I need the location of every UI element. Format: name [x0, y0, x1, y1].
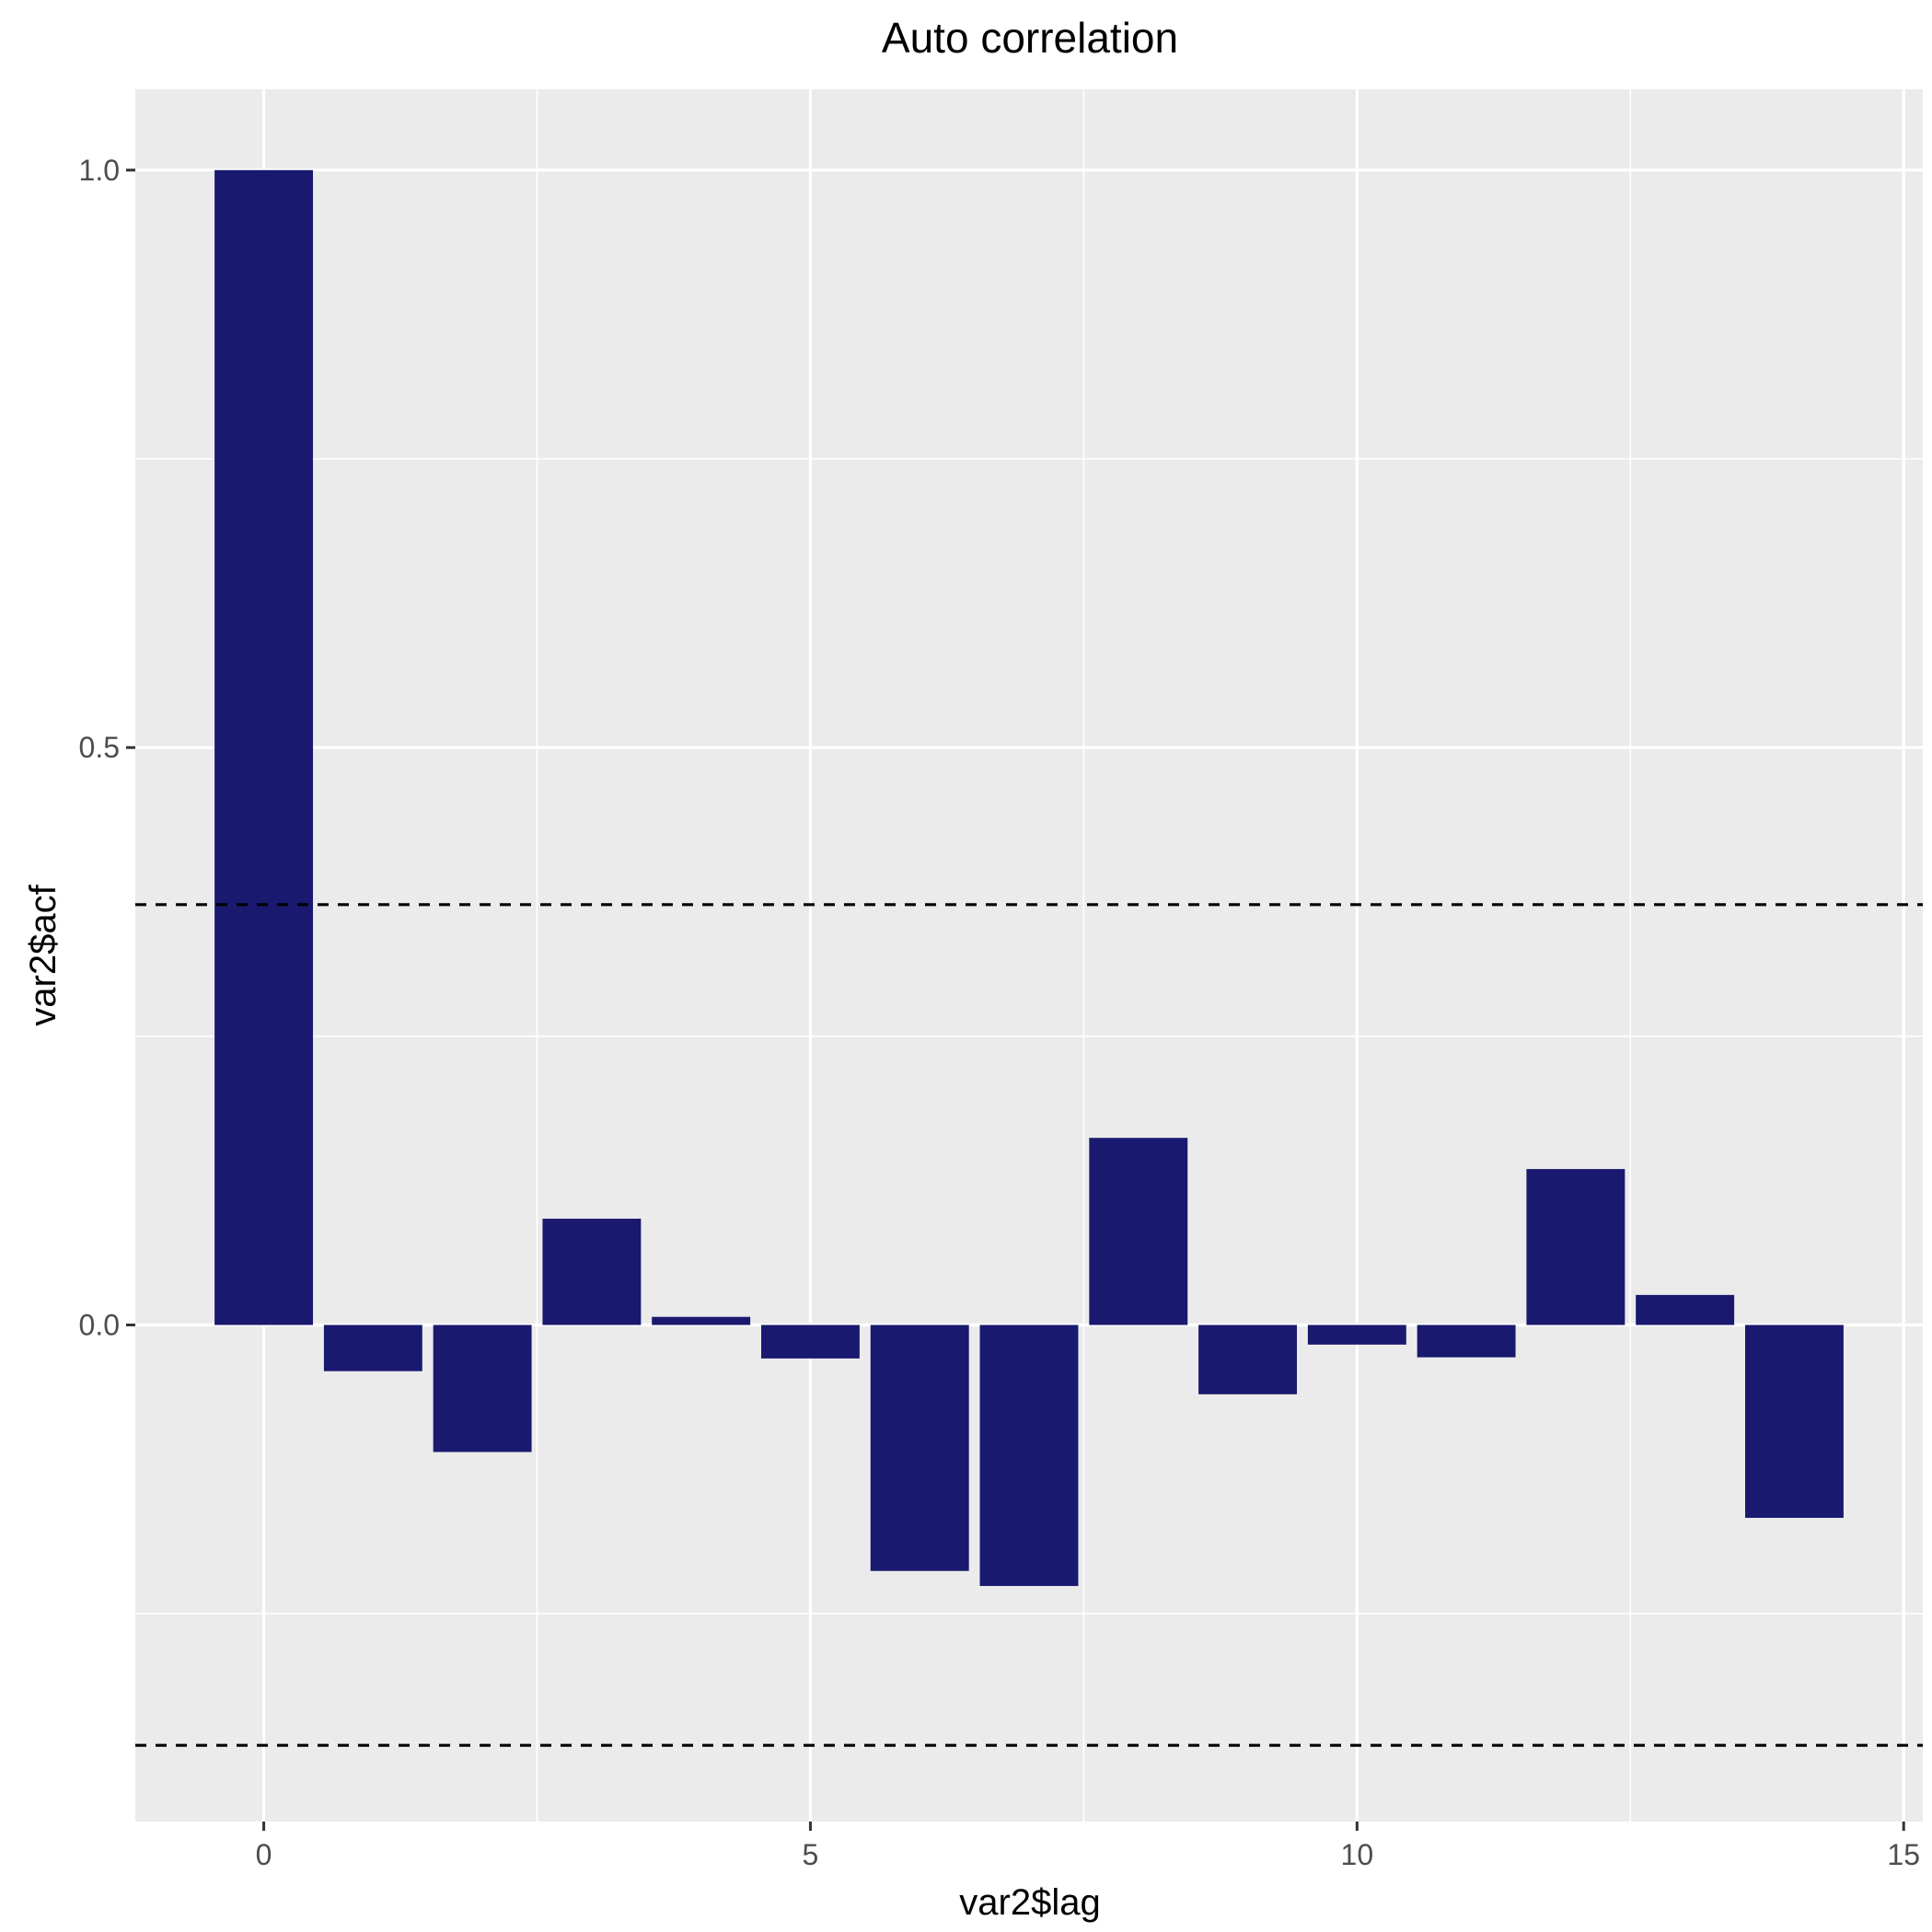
y-axis: 0.0 0.5 1.0: [79, 154, 135, 1341]
bar-lag-12: [1526, 1169, 1625, 1325]
x-tick-label: 15: [1887, 1838, 1920, 1871]
bar-lag-1: [323, 1325, 422, 1371]
bar-lag-14: [1744, 1325, 1844, 1519]
bars: [214, 169, 1844, 1587]
bar-lag-4: [652, 1316, 751, 1325]
y-tick-label: 1.0: [79, 154, 120, 187]
bar-lag-9: [1198, 1325, 1298, 1394]
bar-lag-7: [979, 1325, 1079, 1587]
y-tick-label: 0.5: [79, 731, 120, 764]
x-tick-label: 5: [803, 1838, 819, 1871]
bar-lag-3: [542, 1219, 642, 1325]
x-tick-label: 10: [1341, 1838, 1374, 1871]
bar-lag-0: [214, 169, 314, 1325]
chart-title: Auto correlation: [882, 14, 1178, 62]
bar-lag-11: [1417, 1325, 1516, 1358]
y-axis-title: var2$acf: [23, 884, 64, 1025]
bar-lag-8: [1089, 1138, 1188, 1325]
minor-gridlines: [135, 89, 1923, 1822]
bar-lag-5: [760, 1325, 860, 1359]
x-axis: 0 5 10 15: [256, 1822, 1920, 1871]
bar-lag-13: [1636, 1294, 1735, 1325]
x-tick-label: 0: [256, 1838, 272, 1871]
bar-lag-2: [433, 1325, 532, 1452]
y-tick-label: 0.0: [79, 1308, 120, 1341]
bar-lag-6: [870, 1325, 969, 1571]
x-axis-title: var2$lag: [959, 1882, 1100, 1923]
bar-lag-10: [1307, 1325, 1406, 1345]
confidence-bounds: [135, 903, 1923, 1747]
